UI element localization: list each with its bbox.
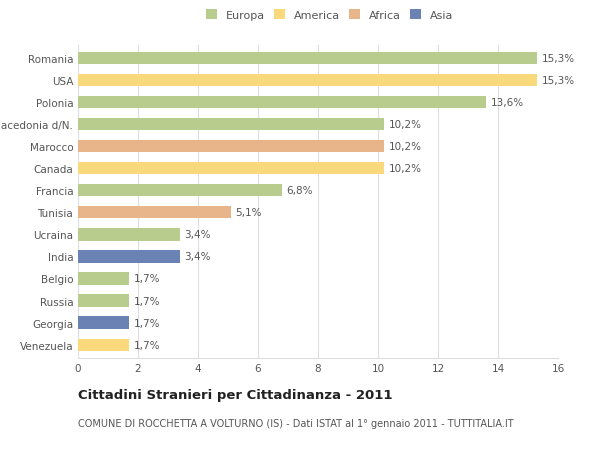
Text: 3,4%: 3,4% [185,252,211,262]
Bar [78,339,129,351]
Bar [78,185,282,197]
Text: 3,4%: 3,4% [185,230,211,240]
Bar [78,119,384,131]
Text: 15,3%: 15,3% [542,76,575,86]
Text: 1,7%: 1,7% [133,274,160,284]
Bar [78,295,129,307]
Text: 10,2%: 10,2% [389,142,421,152]
Bar [78,141,384,153]
Bar [78,251,180,263]
Bar [78,53,537,65]
Text: 5,1%: 5,1% [235,208,262,218]
Text: 15,3%: 15,3% [542,54,575,64]
Bar [78,97,486,109]
Text: 6,8%: 6,8% [287,186,313,196]
Text: Cittadini Stranieri per Cittadinanza - 2011: Cittadini Stranieri per Cittadinanza - 2… [78,388,392,401]
Bar [78,229,180,241]
Text: 1,7%: 1,7% [133,296,160,306]
Text: 13,6%: 13,6% [491,98,524,108]
Bar [78,207,231,219]
Bar [78,273,129,285]
Text: 10,2%: 10,2% [389,120,421,130]
Text: 1,7%: 1,7% [133,340,160,350]
Bar [78,163,384,175]
Text: COMUNE DI ROCCHETTA A VOLTURNO (IS) - Dati ISTAT al 1° gennaio 2011 - TUTTITALIA: COMUNE DI ROCCHETTA A VOLTURNO (IS) - Da… [78,418,514,428]
Bar [78,317,129,329]
Legend: Europa, America, Africa, Asia: Europa, America, Africa, Asia [206,10,454,21]
Bar [78,75,537,87]
Text: 10,2%: 10,2% [389,164,421,174]
Text: 1,7%: 1,7% [133,318,160,328]
